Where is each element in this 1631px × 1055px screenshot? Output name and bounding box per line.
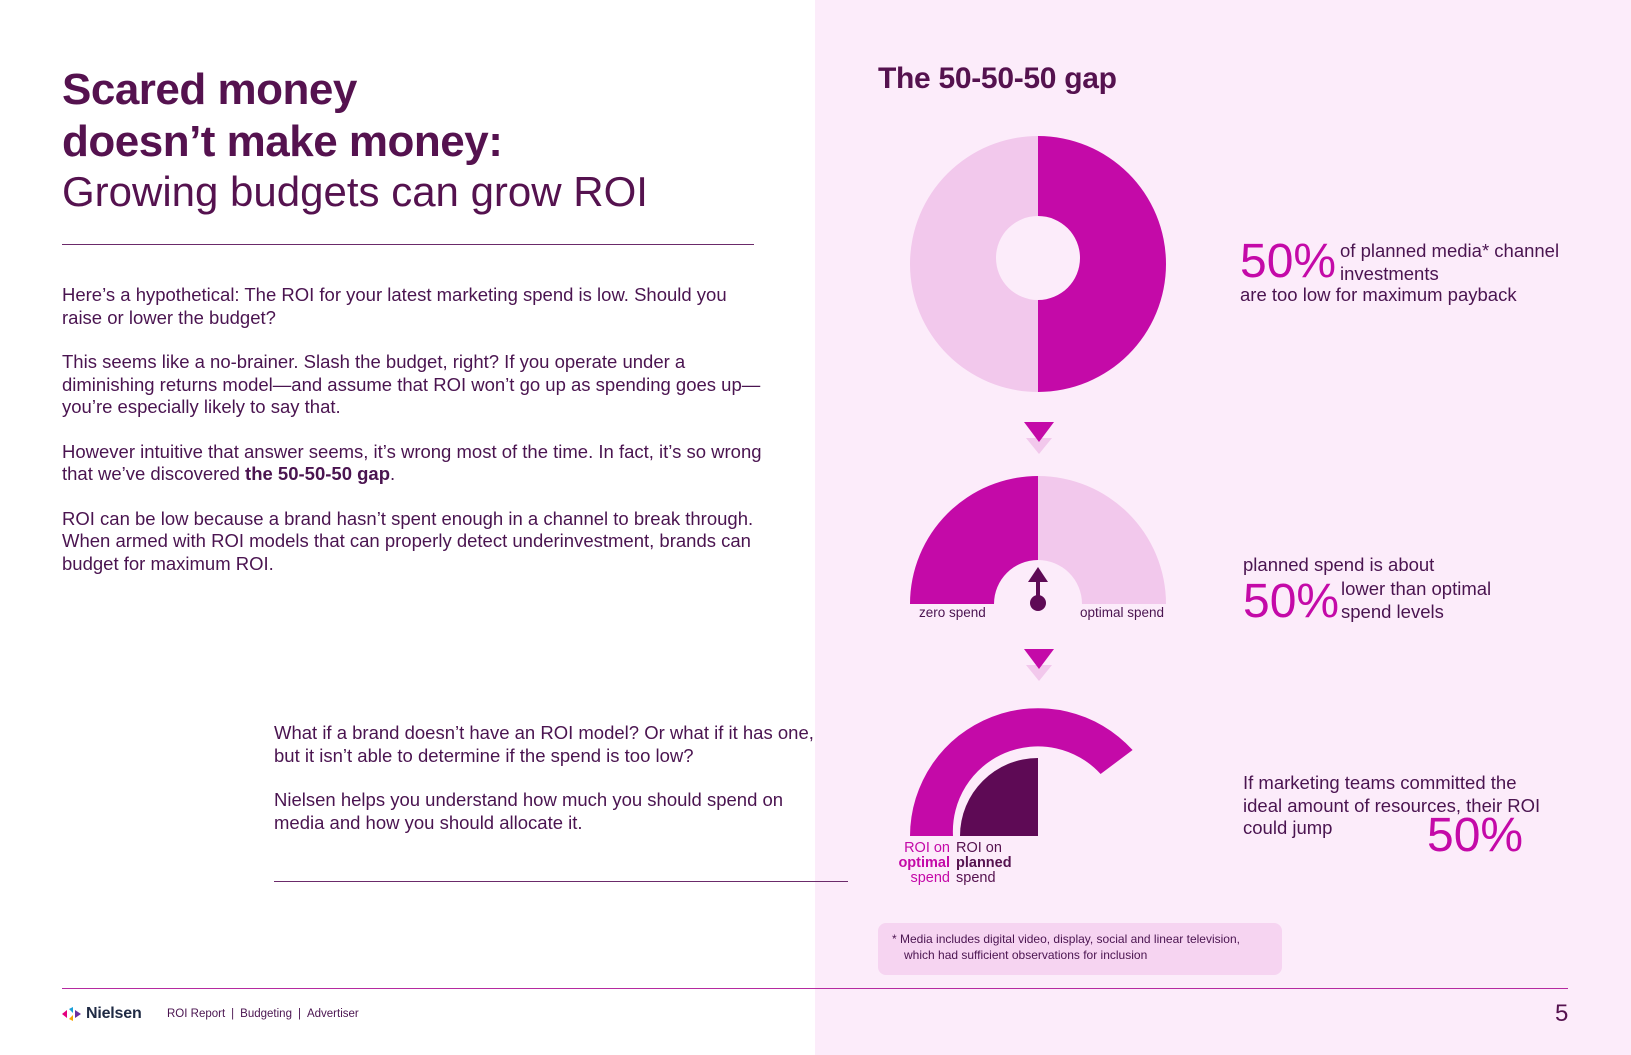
footer-divider	[62, 988, 1568, 989]
body-paragraph-2: This seems like a no-brainer. Slash the …	[62, 351, 761, 417]
body-paragraph-4: ROI can be low because a brand hasn’t sp…	[62, 507, 754, 574]
title-line-2: doesn’t make money:	[62, 117, 503, 166]
infographic-title: The 50-50-50 gap	[878, 62, 1117, 95]
arrow-down-icon	[1026, 438, 1052, 454]
gauge-left-quarter	[910, 476, 1038, 604]
body-paragraph-3: However intuitive that answer seems, it’…	[62, 440, 762, 485]
breadcrumb: ROI Report | Budgeting | Advertiser	[167, 1008, 359, 1020]
donut-right-half	[1038, 136, 1166, 392]
roi-optimal-arc	[910, 708, 1133, 836]
arrow-down-icon	[1026, 665, 1052, 681]
gap-emphasis: the 50-50-50 gap	[245, 463, 391, 484]
gauge-needle-icon	[1028, 567, 1048, 611]
breadcrumb-item: Advertiser	[306, 1008, 359, 1020]
infographic-graphic	[910, 136, 1166, 836]
body-copy: Here’s a hypothetical: The ROI for your …	[62, 284, 762, 597]
page-subtitle: Growing budgets can grow ROI	[62, 168, 648, 215]
roi-optimal-label: ROI on optimal spend	[898, 840, 950, 886]
breadcrumb-item: ROI Report	[167, 1008, 226, 1020]
roi-planned-arc	[960, 758, 1038, 836]
callout-paragraph-1: What if a brand doesn’t have an ROI mode…	[274, 722, 814, 766]
arrow-down-icon	[1024, 649, 1054, 669]
title-line-1: Scared money	[62, 65, 357, 114]
stat-value: 50%	[1240, 235, 1337, 288]
callout-divider	[274, 881, 848, 882]
breadcrumb-separator: |	[231, 1008, 235, 1020]
arrow-down-icon	[1024, 422, 1054, 442]
stat-value: 50%	[1427, 809, 1524, 862]
title-divider	[62, 244, 754, 245]
breadcrumb-item: Budgeting	[240, 1008, 292, 1020]
callout-paragraph-2: Nielsen helps you understand how much yo…	[274, 789, 784, 833]
gauge-label-zero: zero spend	[919, 605, 986, 620]
body-paragraph-1: Here’s a hypothetical: The ROI for your …	[62, 284, 727, 328]
donut-left-half	[910, 136, 1038, 392]
footnote: * Media includes digital video, display,…	[878, 923, 1282, 975]
gauge-right-quarter	[1038, 476, 1166, 604]
stat-value: 50%	[1243, 575, 1340, 628]
nielsen-logo-icon	[62, 1007, 81, 1021]
roi-planned-label: ROI on planned spend	[956, 840, 1012, 886]
page-title: Scared money doesn’t make money:	[62, 64, 762, 168]
breadcrumb-separator: |	[297, 1008, 301, 1020]
gauge-label-optimal: optimal spend	[1080, 605, 1165, 620]
nielsen-logo: Nielsen	[62, 1004, 142, 1024]
page-number: 5	[1555, 1000, 1569, 1027]
callout: What if a brand doesn’t have an ROI mode…	[274, 722, 834, 856]
